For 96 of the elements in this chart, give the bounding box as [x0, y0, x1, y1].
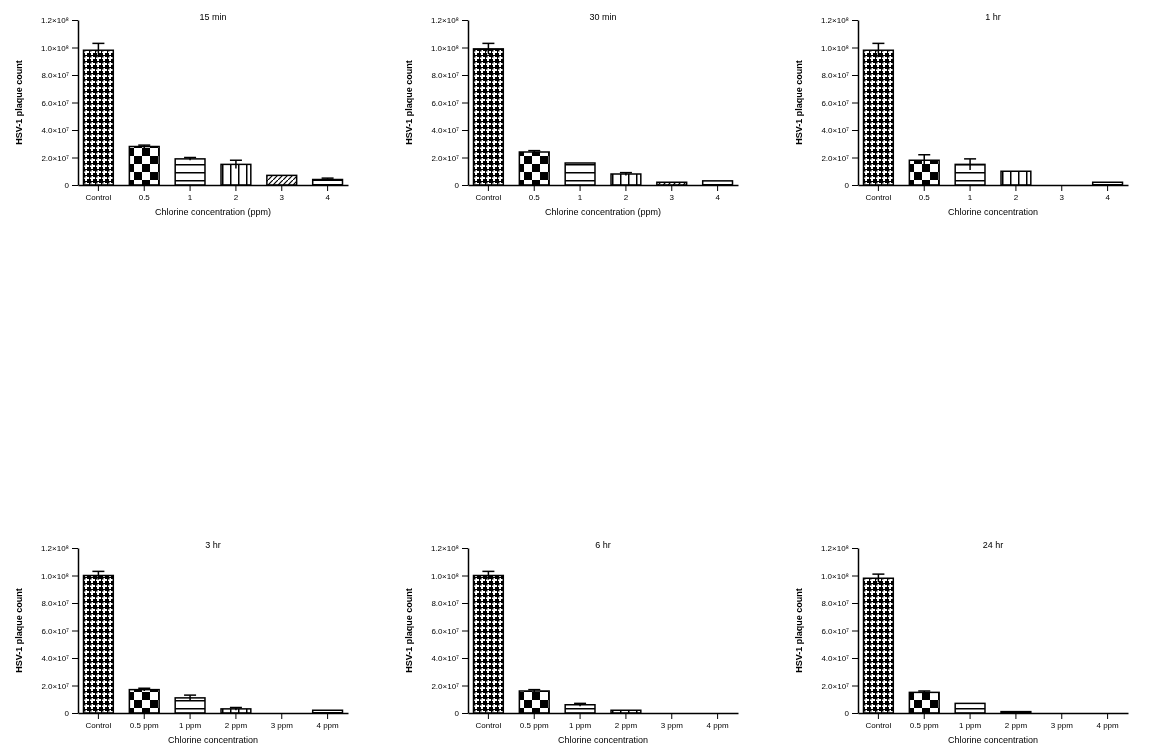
y-tick-label: 1.0×10⁸: [430, 43, 459, 53]
y-tick-label: 1.2×10⁸: [430, 544, 459, 554]
x-tick-label: 4: [325, 192, 331, 202]
y-tick-label: 1.0×10⁸: [40, 43, 69, 53]
x-tick-label: Control: [865, 192, 892, 202]
y-tick-label: 0: [454, 709, 460, 719]
x-tick-label: 2 ppm: [224, 720, 248, 730]
x-tick-label: Control: [475, 192, 502, 202]
y-tick-label: 0: [64, 181, 70, 191]
x-tick-label: 2: [233, 192, 239, 202]
y-tick-label: 2.0×10⁷: [431, 153, 460, 163]
x-tick-label: 3: [1059, 192, 1065, 202]
x-axis-title: Chlorine concentration: [947, 207, 1039, 217]
x-tick-label: 0.5: [138, 192, 151, 202]
x-axis-title: Chlorine concentration (ppm): [154, 207, 272, 217]
y-tick-label: 4.0×10⁷: [431, 654, 460, 664]
y-tick-label: 4.0×10⁷: [41, 126, 70, 136]
x-tick-label: 0.5 ppm: [519, 720, 550, 730]
y-tick-label: 8.0×10⁷: [41, 599, 70, 609]
y-axis-title: HSV-1 plaque count: [14, 60, 24, 145]
x-tick-label: Control: [475, 720, 502, 730]
y-tick-label: 4.0×10⁷: [821, 126, 850, 136]
x-tick-label: 0.5 ppm: [909, 720, 940, 730]
x-tick-label: 1 ppm: [178, 720, 202, 730]
y-axis-title: HSV-1 plaque count: [794, 588, 804, 673]
y-tick-label: 6.0×10⁷: [821, 98, 850, 108]
chart-title: 30 min: [589, 12, 617, 22]
y-tick-label: 0: [844, 181, 850, 191]
y-tick-label: 2.0×10⁷: [41, 153, 70, 163]
y-tick-label: 1.0×10⁸: [430, 571, 459, 581]
y-tick-label: 0: [844, 709, 850, 719]
y-tick-label: 1.0×10⁸: [820, 43, 849, 53]
y-tick-label: 2.0×10⁷: [821, 681, 850, 691]
x-tick-label: Control: [85, 720, 112, 730]
x-tick-label: 4 ppm: [706, 720, 730, 730]
y-tick-label: 8.0×10⁷: [821, 599, 850, 609]
x-tick-label: 2 ppm: [1004, 720, 1028, 730]
y-tick-label: 1.2×10⁸: [40, 16, 69, 26]
x-tick-label: 3: [669, 192, 675, 202]
y-tick-label: 8.0×10⁷: [41, 71, 70, 81]
y-tick-label: 8.0×10⁷: [821, 71, 850, 81]
x-axis-title: Chlorine concentration: [167, 735, 259, 745]
x-tick-label: 1: [577, 192, 583, 202]
x-tick-label: 3: [279, 192, 285, 202]
chart-title: 3 hr: [205, 540, 221, 550]
x-tick-label: Control: [85, 192, 112, 202]
y-tick-label: 4.0×10⁷: [41, 654, 70, 664]
x-tick-label: 1: [187, 192, 193, 202]
y-axis-title: HSV-1 plaque count: [404, 60, 414, 145]
x-tick-label: 0.5: [528, 192, 541, 202]
y-tick-label: 2.0×10⁷: [821, 153, 850, 163]
chart-title: 15 min: [199, 12, 227, 22]
y-axis-title: HSV-1 plaque count: [14, 588, 24, 673]
y-axis-title: HSV-1 plaque count: [404, 588, 414, 673]
y-tick-label: 4.0×10⁷: [431, 126, 460, 136]
x-tick-label: 4: [715, 192, 721, 202]
y-tick-label: 6.0×10⁷: [821, 626, 850, 636]
y-tick-label: 6.0×10⁷: [41, 626, 70, 636]
y-tick-label: 1.2×10⁸: [820, 16, 849, 26]
y-tick-label: 1.0×10⁸: [820, 571, 849, 581]
chart-title: 6 hr: [595, 540, 611, 550]
x-tick-label: 2 ppm: [614, 720, 638, 730]
y-tick-label: 4.0×10⁷: [821, 654, 850, 664]
chart-title: 1 hr: [985, 12, 1001, 22]
y-tick-label: 1.2×10⁸: [430, 16, 459, 26]
y-tick-label: 1.0×10⁸: [40, 571, 69, 581]
x-tick-label: 1 ppm: [568, 720, 592, 730]
x-tick-label: 1: [967, 192, 973, 202]
x-tick-label: 4 ppm: [316, 720, 340, 730]
x-tick-label: 2: [1013, 192, 1019, 202]
y-tick-label: 2.0×10⁷: [41, 681, 70, 691]
chart-title: 24 hr: [982, 540, 1004, 550]
y-tick-label: 0: [454, 181, 460, 191]
x-axis-title: Chlorine concentration: [947, 735, 1039, 745]
x-tick-label: 0.5 ppm: [129, 720, 160, 730]
x-axis-title: Chlorine concentration: [557, 735, 649, 745]
x-tick-label: 3 ppm: [270, 720, 294, 730]
x-axis-title: Chlorine concentration (ppm): [544, 207, 662, 217]
y-tick-label: 6.0×10⁷: [41, 98, 70, 108]
x-tick-label: 3 ppm: [1050, 720, 1074, 730]
y-tick-label: 6.0×10⁷: [431, 626, 460, 636]
x-tick-label: 3 ppm: [660, 720, 684, 730]
y-tick-label: 1.2×10⁸: [40, 544, 69, 554]
y-tick-label: 0: [64, 709, 70, 719]
x-tick-label: 0.5: [918, 192, 931, 202]
x-tick-label: Control: [865, 720, 892, 730]
y-tick-label: 8.0×10⁷: [431, 599, 460, 609]
x-tick-label: 4 ppm: [1096, 720, 1120, 730]
x-tick-label: 2: [623, 192, 629, 202]
y-tick-label: 6.0×10⁷: [431, 98, 460, 108]
x-tick-label: 4: [1105, 192, 1111, 202]
x-tick-label: 1 ppm: [958, 720, 982, 730]
y-tick-label: 2.0×10⁷: [431, 681, 460, 691]
y-tick-label: 1.2×10⁸: [820, 544, 849, 554]
y-axis-title: HSV-1 plaque count: [794, 60, 804, 145]
y-tick-label: 8.0×10⁷: [431, 71, 460, 81]
